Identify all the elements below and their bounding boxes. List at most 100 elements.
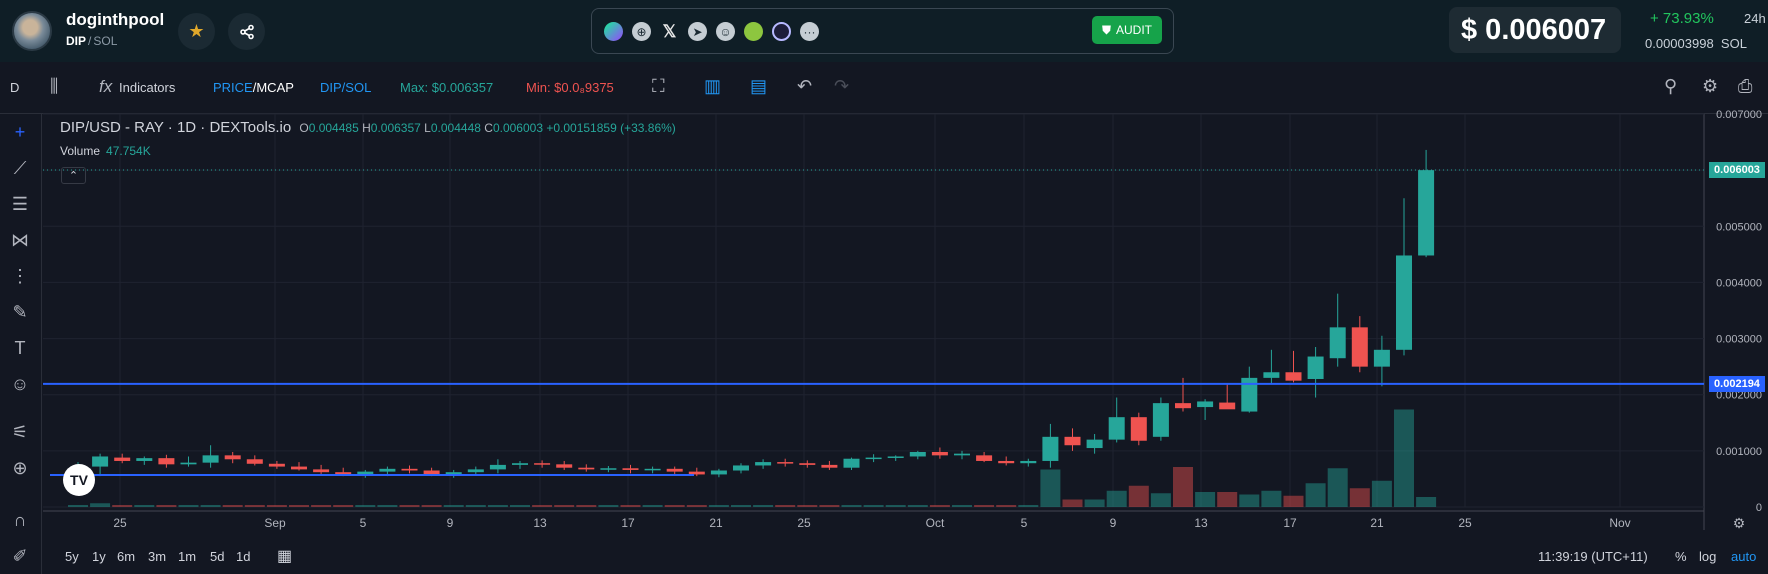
candle-body <box>92 456 109 467</box>
fib-icon[interactable]: ☰ <box>11 193 29 214</box>
volume-bar <box>1195 492 1216 507</box>
crosshair-icon[interactable]: + <box>14 121 26 142</box>
candle-body <box>512 463 528 465</box>
volume-bar <box>510 505 530 507</box>
favorite-button[interactable]: ★ <box>178 13 215 50</box>
range-5y[interactable]: 5y <box>65 549 79 564</box>
price-display: $ 0.006007 <box>1449 7 1621 53</box>
reddit-icon[interactable]: ☺ <box>716 22 735 41</box>
volume-bar <box>708 505 729 507</box>
volume-bar <box>244 505 265 507</box>
compare-chart-icon[interactable]: ▤ <box>750 76 768 96</box>
redo-icon[interactable]: ↷ <box>834 76 850 96</box>
more-icon[interactable]: ··· <box>800 22 819 41</box>
price-in-sol: 0.00003998 SOL <box>1645 36 1747 51</box>
volume-bar <box>974 505 995 507</box>
log-toggle[interactable]: log <box>1699 549 1717 564</box>
candle-body <box>1197 401 1214 408</box>
range-3m[interactable]: 3m <box>148 549 167 564</box>
telegram-icon[interactable]: ➤ <box>688 22 707 41</box>
share-button[interactable] <box>228 13 265 50</box>
volume-bar <box>1217 492 1238 507</box>
emoji-icon[interactable]: ☺ <box>10 373 30 394</box>
candle-body <box>445 472 462 475</box>
price-label: PRICE <box>213 80 253 95</box>
calendar-icon[interactable]: ▦ <box>277 548 293 565</box>
change-value: +0.00151859 (+33.86%) <box>546 121 676 135</box>
candle-body <box>1418 170 1435 256</box>
gear-icon[interactable]: ⚙ <box>1702 76 1719 96</box>
range-5d[interactable]: 5d <box>210 549 225 564</box>
auto-toggle[interactable]: auto <box>1731 549 1757 564</box>
chart-toolbar: D ⫼ fx Indicators PRICE/MCAP DIP/SOL Max… <box>0 62 1768 114</box>
audit-button[interactable]: ⛊ AUDIT <box>1092 16 1162 44</box>
brush-icon[interactable]: ✎ <box>12 301 28 322</box>
quick-search-icon[interactable]: ⚲ <box>1664 76 1678 96</box>
candle-body <box>998 460 1015 464</box>
candle-body <box>335 472 352 475</box>
fullscreen-icon[interactable]: ⛶ <box>652 76 665 96</box>
candle-body <box>1373 349 1390 367</box>
candle-body <box>954 453 970 456</box>
candle-body <box>114 457 131 461</box>
collapse-legend-button[interactable]: ⌃ <box>61 167 86 184</box>
volume-bar <box>1283 495 1304 507</box>
solana-icon[interactable] <box>604 22 623 41</box>
volume-bar <box>1018 505 1039 507</box>
camera-icon[interactable]: ⎙ <box>1738 76 1753 96</box>
cmc-icon[interactable] <box>772 22 791 41</box>
range-1m[interactable]: 1m <box>178 549 197 564</box>
candle-body <box>202 455 219 463</box>
price-change: + 73.93% <box>1650 10 1714 27</box>
tradingview-logo[interactable]: TV <box>63 464 95 496</box>
x-tick-label: 9 <box>1110 516 1117 530</box>
undo-icon[interactable]: ↶ <box>797 76 813 96</box>
volume-bar <box>465 505 486 507</box>
x-tick-label: 5 <box>1021 516 1028 530</box>
zoom-icon[interactable]: ⊕ <box>12 457 28 478</box>
x-tick-label: 9 <box>447 516 454 530</box>
bar-chart-icon[interactable]: ▥ <box>704 76 722 96</box>
candle-body <box>821 464 838 468</box>
drawing-tools: + ⟋ ☰ ⋈ ⋮ ✎ T ☺ ⚟ ⊕ ∩ ✐ <box>0 114 42 574</box>
volume-bar <box>266 505 287 507</box>
globe-icon[interactable]: ⊕ <box>632 22 651 41</box>
volume-bar <box>1394 409 1414 507</box>
clock-time: 11:39:19 (UTC+11) <box>1538 549 1648 564</box>
range-1y[interactable]: 1y <box>92 549 106 564</box>
legend-title: DIP/USD - RAY · 1D · DEXTools.io <box>60 119 292 136</box>
star-icon: ★ <box>188 21 205 41</box>
volume-bar <box>222 505 243 507</box>
indicators-button[interactable]: Indicators <box>119 80 176 95</box>
pattern-icon[interactable]: ⋈ <box>11 229 29 250</box>
candle-type-icon[interactable]: ⫼ <box>50 76 59 96</box>
interval-button[interactable]: D <box>10 80 20 95</box>
trendline-icon[interactable]: ⟋ <box>13 157 27 178</box>
candle-body <box>1219 402 1236 410</box>
lock-draw-icon[interactable]: ✐ <box>12 545 28 566</box>
text-icon[interactable]: T <box>14 337 26 358</box>
coingecko-icon[interactable] <box>744 22 763 41</box>
volume-bar <box>200 505 221 507</box>
x-icon[interactable]: 𝕏 <box>662 21 677 41</box>
range-6m[interactable]: 6m <box>117 549 136 564</box>
x-tick-label: 17 <box>1283 516 1297 530</box>
price-mcap-toggle[interactable]: PRICE/MCAP <box>213 80 294 95</box>
x-tick-label: 13 <box>1194 516 1208 530</box>
volume-bar <box>112 505 133 507</box>
volume-bar <box>1261 490 1282 507</box>
volume-bar <box>90 503 111 507</box>
x-tick-label: 17 <box>621 516 635 530</box>
volume-bar <box>797 505 818 507</box>
shield-icon: ⛊ <box>1101 22 1111 37</box>
prediction-icon[interactable]: ⋮ <box>11 265 29 286</box>
volume-bar <box>1349 488 1370 507</box>
candle-body <box>733 465 749 471</box>
percent-toggle[interactable]: % <box>1675 549 1687 564</box>
range-1d[interactable]: 1d <box>236 549 251 564</box>
magnet-icon[interactable]: ∩ <box>13 509 27 530</box>
x-tick-label: Sep <box>264 516 286 530</box>
ruler-icon[interactable]: ⚟ <box>11 421 29 442</box>
chevron-up-icon: ⌃ <box>68 170 79 182</box>
pair-toggle[interactable]: DIP/SOL <box>320 80 372 95</box>
